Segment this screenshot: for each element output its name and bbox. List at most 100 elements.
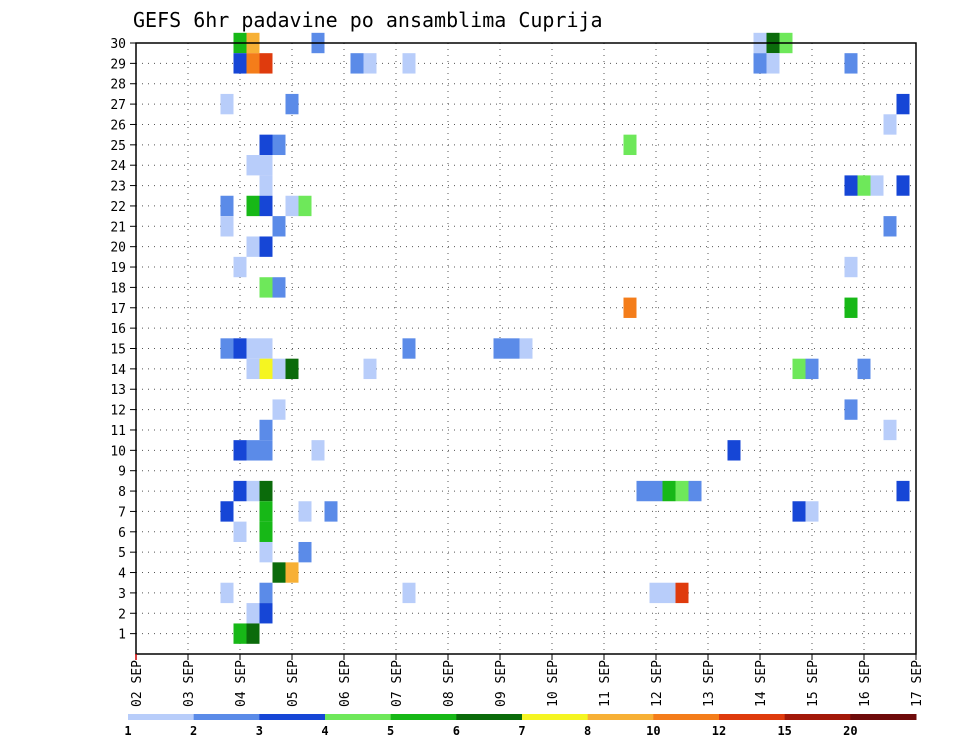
heatmap-cell [766,53,780,74]
y-tick-label: 24 [110,159,126,174]
legend-label: 2 [190,724,197,738]
heatmap-cell [233,338,247,359]
heatmap-cell [285,358,299,380]
y-tick-label: 7 [118,505,126,520]
heatmap-cell [402,53,416,74]
legend-swatch [259,714,326,720]
legend: 1 2 3 4 5 6 7 8 10 12 15 20 [124,714,917,738]
heatmap-cell [623,297,637,318]
heatmap-cell [233,521,247,542]
heatmap-cell [246,358,260,380]
heatmap-cell [272,277,286,298]
legend-label: 15 [777,724,791,738]
x-tick-label: 13 SEP [702,660,717,707]
legend-label: 3 [256,724,263,738]
y-tick-label: 10 [110,444,126,459]
heatmap-cell [727,440,741,461]
heatmap-cell [259,236,273,257]
legend-swatch [193,714,260,720]
heatmap-cell [259,521,273,542]
legend-swatch [653,714,720,720]
heatmap-cell [805,501,819,522]
heatmap-cell [272,358,286,380]
x-tick-label: 17 SEP [910,660,925,707]
heatmap-cell [896,93,910,115]
heatmap-cell [259,541,273,563]
y-tick-label: 8 [118,485,126,500]
heatmap-cell [857,358,871,380]
heatmap-cell [246,236,260,257]
heatmap-cell [233,440,247,461]
heatmap-cell [363,358,377,380]
heatmap-cell [792,501,806,522]
heatmap-cell [844,297,858,318]
legend-swatch [456,714,523,720]
heatmap-cell [844,175,858,196]
heatmap-cell [363,53,377,74]
legend-label: 12 [712,724,726,738]
legend-label: 1 [124,724,131,738]
legend-label: 5 [387,724,394,738]
x-tick-label: 05 SEP [286,660,301,707]
y-tick-label: 27 [110,98,126,113]
x-tick-label: 06 SEP [338,660,353,707]
heatmap-cell [649,480,663,502]
x-tick-label: 16 SEP [858,660,873,707]
heatmap-cell [272,134,286,156]
legend-swatch [325,714,392,720]
heatmap-cell [298,541,312,563]
heatmap-cell [506,338,520,359]
legend-swatch [719,714,786,720]
legend-swatch [784,714,851,720]
heatmap-cell [259,440,273,461]
heatmap-cell [662,582,676,604]
y-tick-label: 19 [110,261,126,276]
heatmap-cell [259,582,273,604]
heatmap-cell [844,53,858,74]
heatmap-cell [259,195,273,217]
heatmap-cell [285,562,299,583]
y-tick-label: 13 [110,383,126,398]
y-tick-label: 9 [118,465,126,480]
legend-label: 8 [584,724,591,738]
heatmap-cell [402,582,416,604]
heatmap-cell [259,134,273,156]
heatmap-cell [259,175,273,196]
x-tick-label: 08 SEP [442,660,457,707]
heatmap-cell [233,53,247,74]
heatmap-cell [220,195,234,217]
heatmap-cell [259,603,273,624]
heatmap-cell [233,480,247,502]
y-tick-label: 25 [110,139,126,154]
heatmap-cell [857,175,871,196]
y-tick-label: 28 [110,78,126,93]
x-tick-label: 09 SEP [494,660,509,707]
heatmap-cell [324,501,338,522]
heatmap-cell [246,53,260,74]
heatmap-cell [844,399,858,420]
heatmap-cell [896,175,910,196]
heatmap-cell [246,440,260,461]
heatmap-cell [298,501,312,522]
legend-label: 10 [646,724,660,738]
x-tick-label: 02 SEP [130,660,145,707]
y-tick-label: 4 [118,567,126,582]
x-tick-label: 11 SEP [598,660,613,707]
heatmap-cell [896,480,910,502]
y-tick-label: 18 [110,281,126,296]
heatmap-cell [519,338,533,359]
legend-label: 20 [843,724,857,738]
x-tick-label: 03 SEP [182,660,197,707]
heatmap-cell [350,53,364,74]
x-tick-label: 12 SEP [650,660,665,707]
y-tick-label: 16 [110,322,126,337]
heatmap-cell [259,358,273,380]
heatmap-cell [220,216,234,237]
heatmap-cell [259,419,273,441]
legend-label: 4 [321,724,328,738]
y-tick-label: 15 [110,343,126,358]
y-tick-label: 5 [118,546,126,561]
heatmap-cell [272,399,286,420]
y-axis-ticks: 1234567891011121314151617181920212223242… [110,37,136,643]
